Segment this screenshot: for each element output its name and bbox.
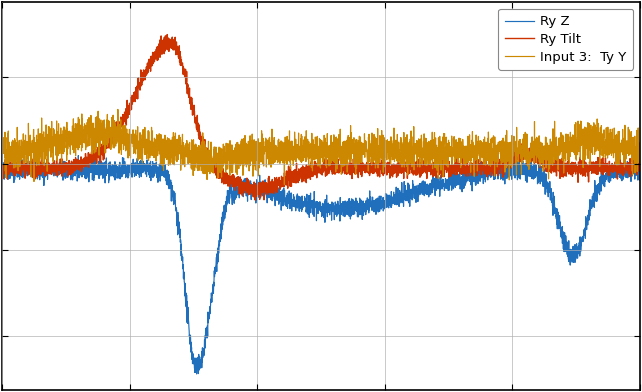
- Ry Tilt: [0, 169, 6, 174]
- Ry Tilt: [272, 181, 279, 185]
- Line: Ry Tilt: Ry Tilt: [2, 34, 640, 200]
- Ry Tilt: [266, 189, 274, 193]
- Ry Tilt: [462, 167, 469, 172]
- Ry Z: [462, 181, 469, 186]
- Ry Z: [266, 196, 274, 200]
- Ry Tilt: [163, 32, 171, 37]
- Ry Tilt: [585, 169, 593, 174]
- Ry Z: [617, 175, 625, 180]
- Ry Z: [302, 196, 309, 201]
- Ry Z: [272, 196, 279, 200]
- Ry Tilt: [252, 198, 259, 202]
- Ry Z: [0, 165, 6, 170]
- Legend: Ry Z, Ry Tilt, Input 3:  Ty Y: Ry Z, Ry Tilt, Input 3: Ty Y: [498, 9, 633, 70]
- Input 3:  Ty Y: (0.476, 0.0153): Ty Y: (0.476, 0.0153): [302, 158, 309, 163]
- Input 3:  Ty Y: (0.727, 0.0735): Ty Y: (0.727, 0.0735): [462, 145, 469, 150]
- Input 3:  Ty Y: (0.42, 0.00351): Ty Y: (0.42, 0.00351): [266, 161, 274, 165]
- Input 3:  Ty Y: (0, 0.0596): Ty Y: (0, 0.0596): [0, 149, 6, 153]
- Input 3:  Ty Y: (0.443, -0.097): Ty Y: (0.443, -0.097): [281, 182, 288, 187]
- Input 3:  Ty Y: (0.92, 0.069): Ty Y: (0.92, 0.069): [585, 147, 593, 151]
- Ry Tilt: [636, 158, 642, 162]
- Ry Z: [636, 166, 642, 171]
- Ry Tilt: [617, 168, 625, 172]
- Ry Z: [585, 213, 593, 218]
- Input 3:  Ty Y: (0.97, 0.0928): Ty Y: (0.97, 0.0928): [617, 142, 625, 146]
- Line: Ry Z: Ry Z: [2, 152, 640, 374]
- Ry Z: [193, 372, 200, 376]
- Ry Z: [31, 149, 39, 154]
- Input 3:  Ty Y: (0.428, 0.0462): Ty Y: (0.428, 0.0462): [272, 151, 279, 156]
- Line: Input 3:  Ty Y: Input 3: Ty Y: [2, 109, 640, 185]
- Ry Tilt: [302, 170, 309, 174]
- Input 3:  Ty Y: (0.182, 0.252): Ty Y: (0.182, 0.252): [114, 107, 122, 112]
- Input 3:  Ty Y: (1, 0.0254): Ty Y: (1, 0.0254): [636, 156, 642, 161]
